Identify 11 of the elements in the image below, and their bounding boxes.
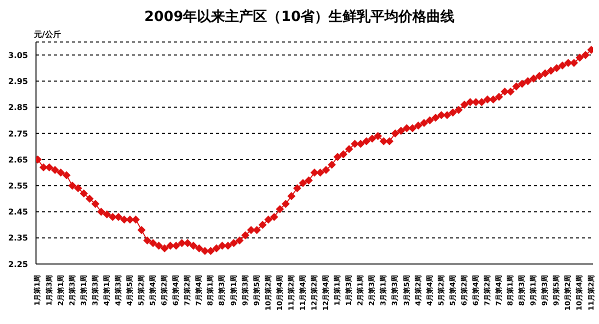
y-tick-label: 2.35 bbox=[8, 234, 28, 243]
y-axis-title: 元/公斤 bbox=[34, 29, 61, 40]
y-tick-label: 2.75 bbox=[8, 129, 28, 138]
y-tick-label: 3.05 bbox=[8, 50, 28, 60]
y-tick-label: 2.55 bbox=[8, 181, 28, 190]
chart-title: 2009年以来主产区（10省）生鲜乳平均价格曲线 bbox=[143, 8, 456, 26]
y-tick-label: 2.65 bbox=[8, 155, 28, 164]
y-tick-label: 2.95 bbox=[8, 77, 28, 86]
y-tick-label: 2.45 bbox=[8, 208, 28, 217]
y-tick-label: 2.85 bbox=[8, 103, 28, 112]
y-tick-label: 2.25 bbox=[8, 260, 28, 269]
